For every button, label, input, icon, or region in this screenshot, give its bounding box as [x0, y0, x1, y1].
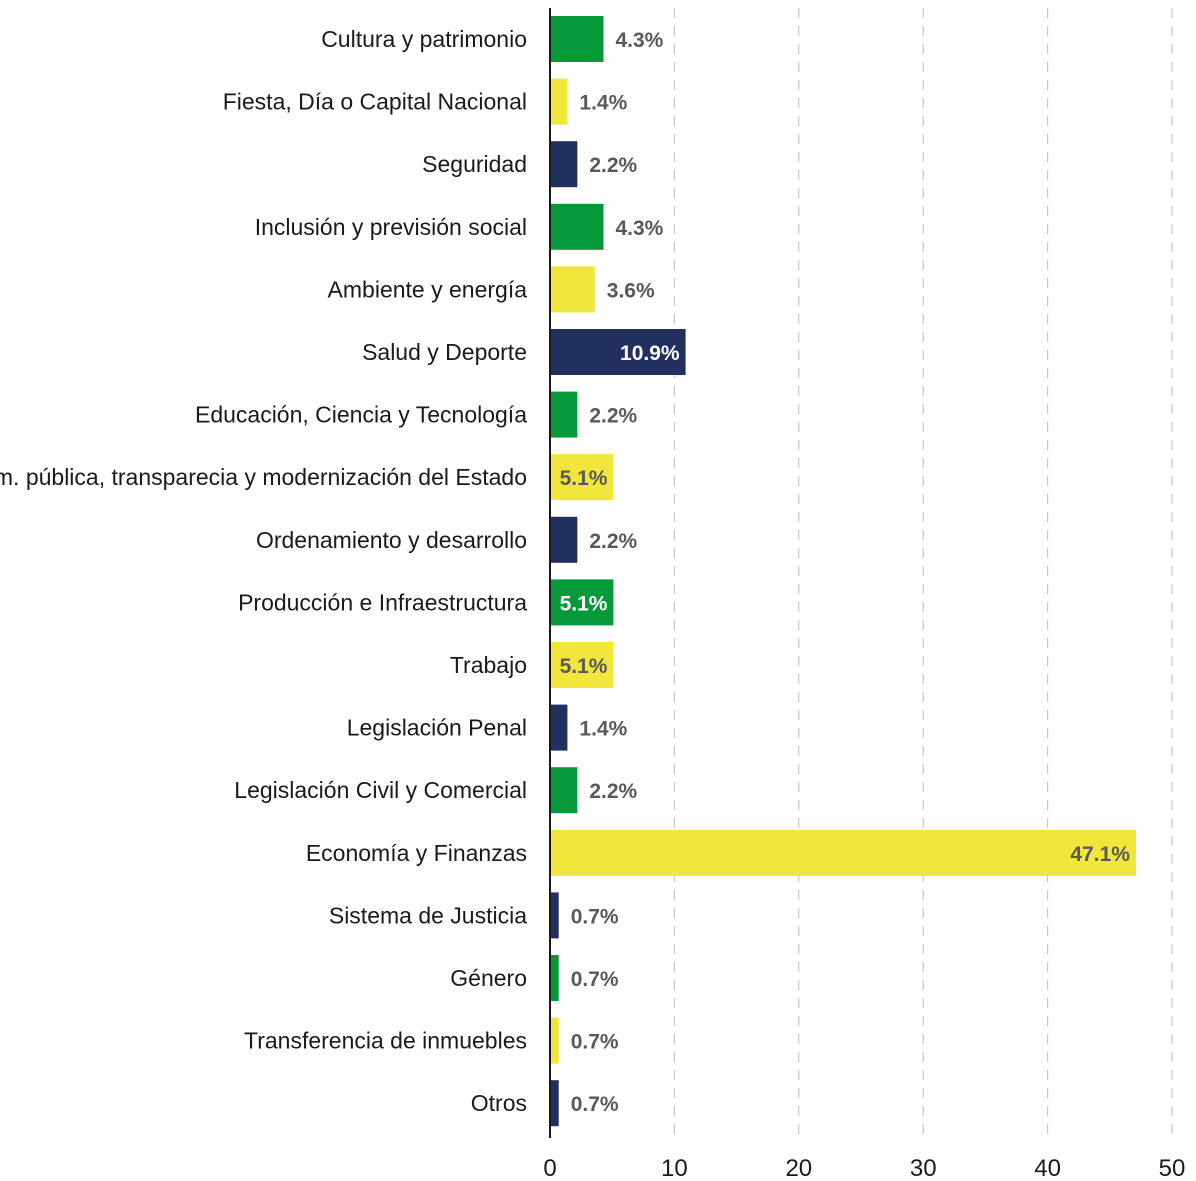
bar-legislacion-penal: [550, 704, 568, 751]
bar-transferencia-de-inmuebles: [550, 1017, 559, 1064]
value-label-trabajo: 5.1%: [560, 655, 608, 678]
bar-ordenamiento-y-desarrollo: [550, 516, 578, 563]
category-label-cultura-y-patrimonio: Cultura y patrimonio: [321, 26, 527, 52]
x-tick-label-0: 0: [543, 1155, 556, 1181]
category-label-otros: Otros: [471, 1090, 527, 1116]
category-label-adm-publica-transparecia-y-modernizacion-del-estado: Adm. pública, transparecia y modernizaci…: [0, 464, 527, 490]
bar-economia-y-finanzas: [550, 829, 1136, 876]
value-label-educacion-ciencia-y-tecnologia: 2.2%: [589, 405, 637, 428]
bar-produccion-e-infraestructura: [550, 579, 614, 626]
value-label-inclusion-y-prevision-social: 4.3%: [615, 217, 663, 240]
x-tick-label-40: 40: [1034, 1155, 1061, 1181]
bar-ambiente-y-energia: [550, 266, 595, 313]
x-tick-label-30: 30: [910, 1155, 937, 1181]
value-labels: 4.3% 1.4% 2.2% 4.3% 3.6% 10.9% 2.2% 5.1% 2.2% 5.1…: [560, 29, 1131, 1116]
value-label-transferencia-de-inmuebles: 0.7%: [571, 1031, 619, 1054]
bar-educacion-ciencia-y-tecnologia: [550, 391, 578, 438]
bar-sistema-de-justicia: [550, 892, 559, 939]
x-tick-label-10: 10: [661, 1155, 688, 1181]
category-label-inclusion-y-prevision-social: Inclusión y previsión social: [255, 214, 527, 240]
category-labels: Cultura y patrimonio Fiesta, Día o Capita…: [0, 26, 527, 1116]
category-label-trabajo: Trabajo: [450, 652, 527, 678]
value-label-ordenamiento-y-desarrollo: 2.2%: [589, 530, 637, 553]
category-label-fiesta-dia-o-capital-nacional: Fiesta, Día o Capital Nacional: [223, 89, 527, 115]
bar-cultura-y-patrimonio: [550, 16, 604, 62]
value-label-sistema-de-justicia: 0.7%: [571, 905, 619, 928]
category-label-sistema-de-justicia: Sistema de Justicia: [329, 902, 527, 928]
value-label-produccion-e-infraestructura: 5.1%: [560, 592, 608, 615]
bar-salud-y-deporte: [550, 329, 686, 375]
value-label-genero: 0.7%: [571, 968, 619, 991]
category-label-seguridad: Seguridad: [422, 151, 527, 177]
value-label-fiesta-dia-o-capital-nacional: 1.4%: [579, 92, 627, 115]
bar-legislacion-civil-y-comercial: [550, 767, 578, 814]
category-label-salud-y-deporte: Salud y Deporte: [362, 339, 527, 365]
bars: [550, 16, 1136, 1127]
category-label-produccion-e-infraestructura: Producción e Infraestructura: [238, 589, 527, 615]
value-label-legislacion-penal: 1.4%: [579, 718, 627, 741]
bar-trabajo: [550, 642, 614, 688]
category-label-ordenamiento-y-desarrollo: Ordenamiento y desarrollo: [256, 527, 527, 553]
category-label-economia-y-finanzas: Economía y Finanzas: [306, 840, 527, 866]
value-label-seguridad: 2.2%: [589, 154, 637, 177]
category-label-genero: Género: [450, 965, 527, 991]
x-tick-label-20: 20: [785, 1155, 812, 1181]
value-label-salud-y-deporte: 10.9%: [620, 342, 680, 365]
bar-genero: [550, 955, 559, 1001]
bar-otros: [550, 1080, 559, 1127]
grid-lines: [673, 8, 1173, 1138]
category-label-transferencia-de-inmuebles: Transferencia de inmuebles: [244, 1028, 527, 1054]
value-label-cultura-y-patrimonio: 4.3%: [615, 29, 663, 52]
value-label-otros: 0.7%: [571, 1093, 619, 1116]
bar-seguridad: [550, 141, 578, 188]
value-label-economia-y-finanzas: 47.1%: [1070, 843, 1130, 866]
category-label-legislacion-penal: Legislación Penal: [347, 715, 527, 741]
category-label-legislacion-civil-y-comercial: Legislación Civil y Comercial: [234, 777, 527, 803]
bar-fiesta-dia-o-capital-nacional: [550, 78, 568, 125]
value-label-legislacion-civil-y-comercial: 2.2%: [589, 780, 637, 803]
category-label-educacion-ciencia-y-tecnologia: Educación, Ciencia y Tecnología: [195, 402, 527, 428]
x-axis: 0 10 20 30 40 50: [543, 8, 1185, 1181]
category-label-ambiente-y-energia: Ambiente y energía: [328, 276, 528, 302]
value-label-ambiente-y-energia: 3.6%: [607, 279, 655, 302]
value-label-adm-publica-transparecia-y-modernizacion-del-estado: 5.1%: [560, 467, 608, 490]
bar-inclusion-y-prevision-social: [550, 203, 604, 250]
x-tick-label-50: 50: [1159, 1155, 1186, 1181]
bar-adm-publica-transparecia-y-modernizacion-del-estado: [550, 454, 614, 501]
